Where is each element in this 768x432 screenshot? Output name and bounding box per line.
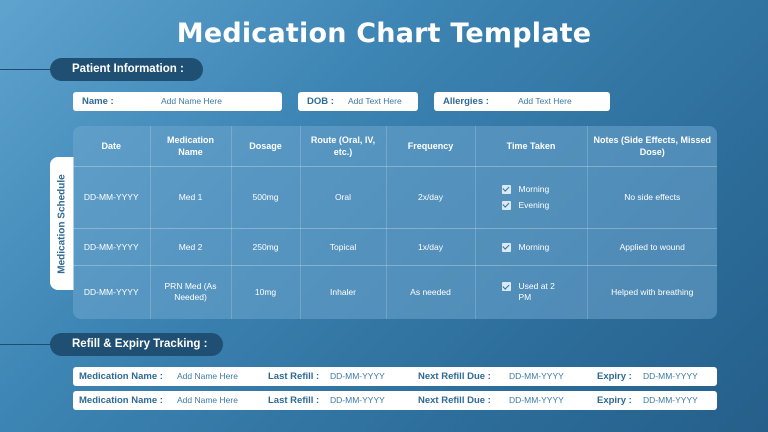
route-cell[interactable]: Topical (300, 228, 387, 266)
time-taken-cell: Morning (475, 228, 588, 266)
route-cell[interactable]: Oral (300, 166, 387, 230)
allergies-label: Allergies : (443, 96, 489, 107)
expiry-value[interactable]: DD-MM-YYYY (643, 371, 698, 381)
header-medication-name: Medication Name (150, 126, 232, 167)
dob-label: DOB : (307, 96, 334, 107)
date-cell[interactable]: DD-MM-YYYY (73, 166, 151, 230)
table-header-row: Date Medication Name Dosage Route (Oral,… (73, 126, 717, 167)
frequency-cell[interactable]: 1x/day (386, 228, 476, 266)
dob-field[interactable]: DOB : Add Text Here (298, 92, 418, 111)
frequency-cell[interactable]: As needed (386, 265, 476, 319)
last-refill-value[interactable]: DD-MM-YYYY (330, 371, 385, 381)
expiry-value[interactable]: DD-MM-YYYY (643, 395, 698, 405)
last-refill-value[interactable]: DD-MM-YYYY (330, 395, 385, 405)
time-taken-label: Morning (518, 241, 550, 252)
last-refill-label: Last Refill : (268, 371, 320, 382)
time-taken-label: Evening (518, 199, 550, 210)
name-value: Add Name Here (161, 96, 222, 106)
checkbox-checked-icon[interactable] (501, 184, 511, 194)
name-field[interactable]: Name : Add Name Here (73, 92, 282, 111)
last-refill-label: Last Refill : (268, 395, 320, 406)
checkbox-checked-icon[interactable] (501, 282, 511, 292)
medication-name-value[interactable]: Add Name Here (177, 395, 238, 405)
header-date: Date (73, 126, 151, 167)
time-taken-cell: Morning Evening (475, 166, 588, 230)
table-row: DD-MM-YYYY Med 2 250mg Topical 1x/day Mo… (73, 228, 717, 266)
next-refill-value[interactable]: DD-MM-YYYY (509, 395, 564, 405)
medication-label: PRN Med (As Needed) (164, 281, 217, 303)
name-label: Name : (82, 96, 114, 107)
medication-schedule-table: Date Medication Name Dosage Route (Oral,… (73, 126, 717, 319)
medication-cell[interactable]: Med 2 (150, 228, 232, 266)
header-time-taken: Time Taken (475, 126, 588, 167)
refill-heading: Refill & Expiry Tracking : (50, 333, 223, 356)
date-cell[interactable]: DD-MM-YYYY (73, 265, 151, 319)
next-refill-value[interactable]: DD-MM-YYYY (509, 371, 564, 381)
next-refill-label: Next Refill Due : (418, 371, 491, 382)
allergies-field[interactable]: Allergies : Add Text Here (434, 92, 610, 111)
medication-schedule-label: Medication Schedule (56, 173, 68, 274)
medication-name-label: Medication Name : (79, 371, 163, 382)
date-cell[interactable]: DD-MM-YYYY (73, 228, 151, 266)
dosage-cell[interactable]: 500mg (231, 166, 301, 230)
notes-cell[interactable]: No side effects (587, 166, 717, 230)
time-taken-item: Used at 2 PM (501, 281, 583, 303)
dosage-cell[interactable]: 10mg (231, 265, 301, 319)
route-cell[interactable]: Inhaler (300, 265, 387, 319)
header-frequency: Frequency (386, 126, 476, 167)
next-refill-label: Next Refill Due : (418, 395, 491, 406)
patient-section-divider (0, 69, 60, 70)
table-row: DD-MM-YYYY Med 1 500mg Oral 2x/day Morni… (73, 166, 717, 230)
table-row: DD-MM-YYYY PRN Med (As Needed) 10mg Inha… (73, 265, 717, 319)
checkbox-checked-icon[interactable] (501, 242, 511, 252)
time-taken-label: Used at 2 PM (518, 281, 555, 303)
dosage-cell[interactable]: 250mg (231, 228, 301, 266)
time-taken-label: Morning (518, 183, 550, 194)
header-notes: Notes (Side Effects, Missed Dose) (587, 126, 717, 167)
time-taken-cell: Used at 2 PM (475, 265, 588, 319)
dob-value: Add Text Here (348, 96, 402, 106)
time-taken-item: Evening (501, 199, 583, 211)
notes-cell[interactable]: Applied to wound (587, 228, 717, 266)
medication-schedule-tab: Medication Schedule (50, 157, 74, 290)
time-taken-item: Morning (501, 183, 583, 195)
notes-cell[interactable]: Helped with breathing (611, 286, 694, 297)
header-dosage: Dosage (231, 126, 301, 167)
expiry-label: Expiry : (597, 395, 632, 406)
frequency-cell[interactable]: 2x/day (386, 166, 476, 230)
checkbox-checked-icon[interactable] (501, 200, 511, 210)
header-route: Route (Oral, IV, etc.) (300, 126, 387, 167)
medication-name-label: Medication Name : (79, 395, 163, 406)
medication-cell[interactable]: Med 1 (150, 166, 232, 230)
refill-row: Medication Name : Add Name Here Last Ref… (73, 391, 717, 410)
expiry-label: Expiry : (597, 371, 632, 382)
page-title: Medication Chart Template (176, 18, 592, 49)
refill-row: Medication Name : Add Name Here Last Ref… (73, 367, 717, 386)
medication-cell[interactable]: PRN Med (As Needed) (150, 265, 232, 319)
patient-info-heading: Patient Information : (50, 58, 203, 81)
allergies-value: Add Text Here (518, 96, 572, 106)
refill-section-divider (0, 344, 60, 345)
medication-name-value[interactable]: Add Name Here (177, 371, 238, 381)
time-taken-item: Morning (501, 241, 583, 253)
